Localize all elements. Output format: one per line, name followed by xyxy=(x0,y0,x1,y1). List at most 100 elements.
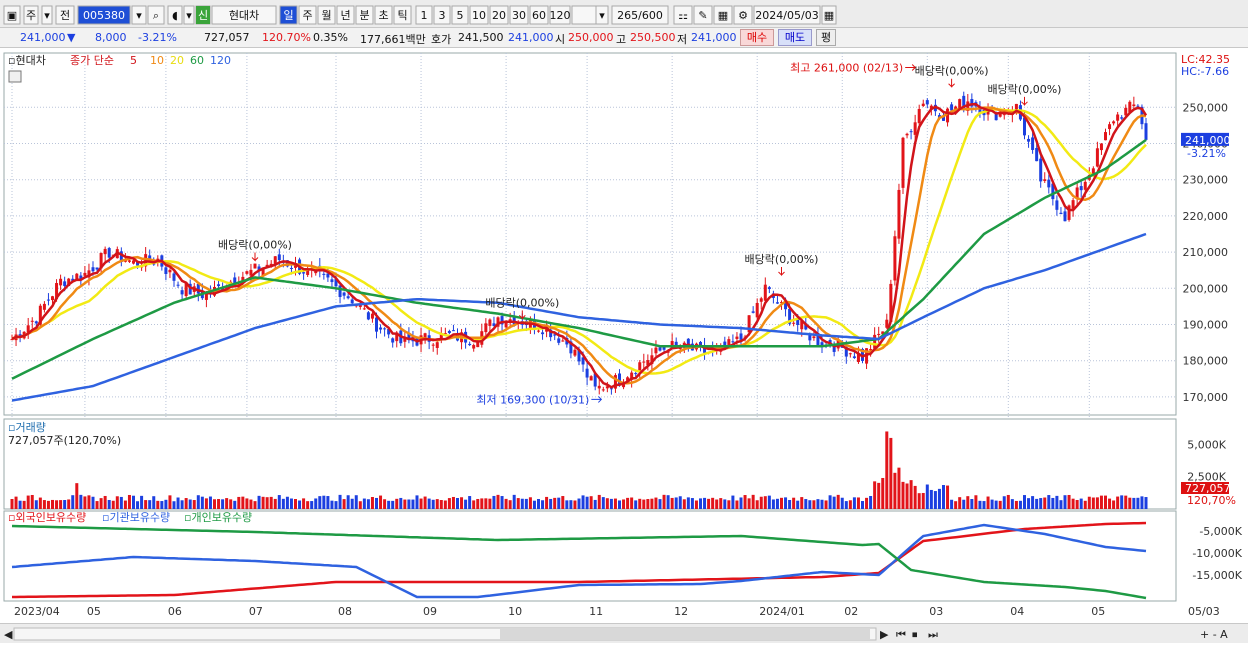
volume-bar xyxy=(1059,500,1063,509)
candle-body xyxy=(1027,138,1031,142)
chart-type-icon[interactable] xyxy=(3,5,21,25)
candle-body xyxy=(832,345,836,352)
volume-bar xyxy=(1104,495,1107,509)
x-tick-label: 08 xyxy=(338,605,352,618)
nav-button-1[interactable]: ▶ xyxy=(880,628,889,641)
code-input[interactable] xyxy=(77,5,131,25)
nav-button-4[interactable]: ⏭ xyxy=(928,628,938,641)
sound-icon[interactable] xyxy=(167,5,183,25)
avg-button[interactable]: 평 xyxy=(816,29,836,46)
save-icon-label[interactable]: ▦ xyxy=(718,9,728,22)
dividend-annotation: 배당락(0,00%) xyxy=(988,83,1062,96)
save-icon[interactable] xyxy=(713,5,733,25)
code-input-label[interactable]: 005380 xyxy=(83,9,125,22)
period-3[interactable] xyxy=(336,5,355,25)
interval-120-label[interactable]: 120 xyxy=(550,9,571,22)
candle-icon-label[interactable]: ⚏ xyxy=(678,9,688,22)
calendar-icon[interactable] xyxy=(821,5,837,25)
mode-select-label[interactable]: 주 xyxy=(26,9,36,22)
volume-bar xyxy=(261,496,265,509)
volume-bar xyxy=(233,500,237,509)
stock-name-input[interactable] xyxy=(211,5,277,25)
interval-3[interactable] xyxy=(433,5,451,25)
period-0[interactable] xyxy=(279,5,298,25)
gear-icon-label[interactable]: ⚙ xyxy=(738,9,748,22)
draw-icon[interactable] xyxy=(693,5,713,25)
volume-bar xyxy=(549,498,553,509)
candle-body xyxy=(443,333,447,335)
candle-icon[interactable] xyxy=(673,5,693,25)
search-icon-label[interactable]: ⌕ xyxy=(153,9,159,22)
prev-button-label[interactable]: 전 xyxy=(60,9,70,22)
ma60-line xyxy=(11,138,1147,380)
chart-type-icon-label[interactable]: ▣ xyxy=(7,9,17,22)
mode-dropdown[interactable] xyxy=(41,5,53,25)
sound-icon-label[interactable]: ◖ xyxy=(172,9,178,22)
period-2-label[interactable]: 월 xyxy=(321,9,331,22)
candle-body xyxy=(909,131,913,133)
code-dropdown-label[interactable]: ▾ xyxy=(136,9,142,22)
price: 241,000 xyxy=(20,31,66,44)
chart[interactable]: 170,000 180,000 190,000 200,000 210,000 220,0… xyxy=(0,49,1248,623)
period-1-label[interactable]: 주 xyxy=(302,9,312,22)
buy-button[interactable]: 매수 xyxy=(740,29,774,46)
gear-icon[interactable] xyxy=(733,5,753,25)
sound-dropdown-label[interactable]: ▾ xyxy=(186,9,192,22)
code-dropdown[interactable] xyxy=(131,5,147,25)
stock-name-input-label[interactable]: 현대차 xyxy=(229,9,259,22)
period-3-label[interactable]: 년 xyxy=(340,9,350,22)
blank-dropdown-label[interactable]: ▾ xyxy=(599,9,605,22)
volume-bar xyxy=(856,497,860,509)
mode-dropdown-label[interactable]: ▾ xyxy=(44,9,50,22)
candle-body xyxy=(605,386,609,389)
sell-button[interactable]: 매도 xyxy=(778,29,812,46)
dividend-arrow xyxy=(948,78,955,88)
interval-10[interactable] xyxy=(469,5,489,25)
period-4-label[interactable]: 분 xyxy=(359,9,369,22)
period-6-label[interactable]: 틱 xyxy=(397,9,407,22)
candle-body xyxy=(626,377,630,381)
nav-button-2[interactable]: ⏮ xyxy=(896,628,906,641)
interval-1[interactable] xyxy=(415,5,433,25)
period-5-label[interactable]: 초 xyxy=(378,9,388,22)
calendar-icon-label[interactable]: ▦ xyxy=(824,9,834,22)
interval-1-label[interactable]: 1 xyxy=(421,9,428,22)
candle-body xyxy=(407,332,411,341)
nav-button-3[interactable]: ⏹ xyxy=(912,628,918,641)
period-1[interactable] xyxy=(298,5,317,25)
interval-20-label[interactable]: 20 xyxy=(492,9,506,22)
interval-5-label[interactable]: 5 xyxy=(457,9,464,22)
period-5[interactable] xyxy=(374,5,393,25)
candle-body xyxy=(601,389,605,391)
date-input-label[interactable]: 2024/05/03 xyxy=(755,9,818,22)
draw-icon-label[interactable]: ✎ xyxy=(698,9,707,22)
interval-120[interactable] xyxy=(549,5,571,25)
mode-select[interactable] xyxy=(23,5,39,25)
interval-5[interactable] xyxy=(451,5,469,25)
period-6[interactable] xyxy=(393,5,412,25)
prev-button[interactable] xyxy=(55,5,75,25)
volume-bar xyxy=(79,494,83,509)
interval-60[interactable] xyxy=(529,5,549,25)
sound-dropdown[interactable] xyxy=(183,5,195,25)
interval-3-label[interactable]: 3 xyxy=(439,9,446,22)
volume-bar xyxy=(682,499,686,509)
interval-30[interactable] xyxy=(509,5,529,25)
candle-body xyxy=(950,104,954,111)
date-input[interactable] xyxy=(753,5,821,25)
period-2[interactable] xyxy=(317,5,336,25)
search-icon[interactable] xyxy=(147,5,165,25)
interval-30-label[interactable]: 30 xyxy=(512,9,526,22)
count-input[interactable] xyxy=(611,5,669,25)
interval-60-label[interactable]: 60 xyxy=(532,9,546,22)
period-0-label[interactable]: 일 xyxy=(283,8,293,22)
interval-20[interactable] xyxy=(489,5,509,25)
interval-10-label[interactable]: 10 xyxy=(472,9,486,22)
blank-dropdown[interactable] xyxy=(595,5,609,25)
volume-bar xyxy=(164,499,168,509)
nav-button-0[interactable]: ◀ xyxy=(4,628,13,641)
x-tick-label: 2023/04 xyxy=(14,605,60,618)
count-input-label[interactable]: 265/600 xyxy=(617,9,663,22)
period-4[interactable] xyxy=(355,5,374,25)
candle-body xyxy=(261,267,265,276)
